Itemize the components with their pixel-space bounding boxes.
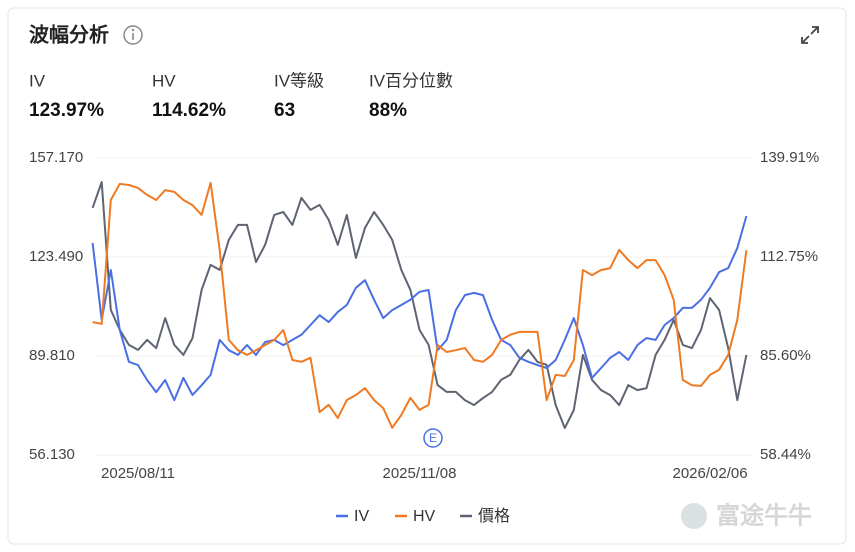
stats: IV 123.97% HV 114.62% IV等級 63 IV百分位數 88% — [29, 71, 453, 121]
y-tick-label: 157.170 — [29, 149, 83, 166]
stat-label: IV百分位數 — [369, 71, 453, 90]
x-tick-label: 2025/11/08 — [382, 465, 456, 482]
plot: 56.130 89.810 123.490 157.170 58.44% 85.60% 11… — [29, 149, 819, 482]
stat-label: IV等級 — [274, 71, 324, 90]
y2-tick-label: 58.44% — [760, 446, 811, 463]
stat-label: IV — [29, 71, 46, 90]
expand-icon[interactable] — [801, 26, 819, 44]
y-tick-label: 89.810 — [29, 347, 75, 364]
watermark: 富途牛牛 — [681, 501, 812, 529]
y2-tick-label: 85.60% — [760, 347, 811, 364]
stat-label: HV — [152, 71, 176, 90]
card-border — [7, 7, 847, 545]
series-line — [92, 181, 748, 429]
series-line — [91, 181, 748, 429]
y-tick-label: 123.490 — [29, 248, 83, 265]
info-icon[interactable] — [123, 25, 143, 45]
earnings-marker[interactable]: E — [423, 428, 443, 448]
y2-tick-label: 112.75% — [760, 248, 818, 265]
x-tick-label: 2025/08/11 — [101, 465, 175, 482]
y2-tick-label: 139.91% — [760, 149, 819, 166]
stat-value: 63 — [274, 100, 295, 121]
stat-value: 123.97% — [29, 100, 104, 121]
stat-value: 114.62% — [152, 100, 226, 121]
legend-label: 價格 — [478, 507, 510, 525]
watermark-text: 富途牛牛 — [716, 501, 812, 529]
legend-label: HV — [413, 508, 436, 525]
earnings-marker-label: E — [429, 431, 437, 445]
series-line — [91, 215, 748, 402]
title: 波幅分析 — [29, 23, 109, 46]
legend-label: IV — [354, 508, 369, 525]
y-tick-label: 56.130 — [29, 446, 75, 463]
x-tick-label: 2026/02/06 — [673, 465, 748, 482]
stat-value: 88% — [369, 100, 407, 121]
legend: IV HV 價格 — [336, 507, 510, 525]
